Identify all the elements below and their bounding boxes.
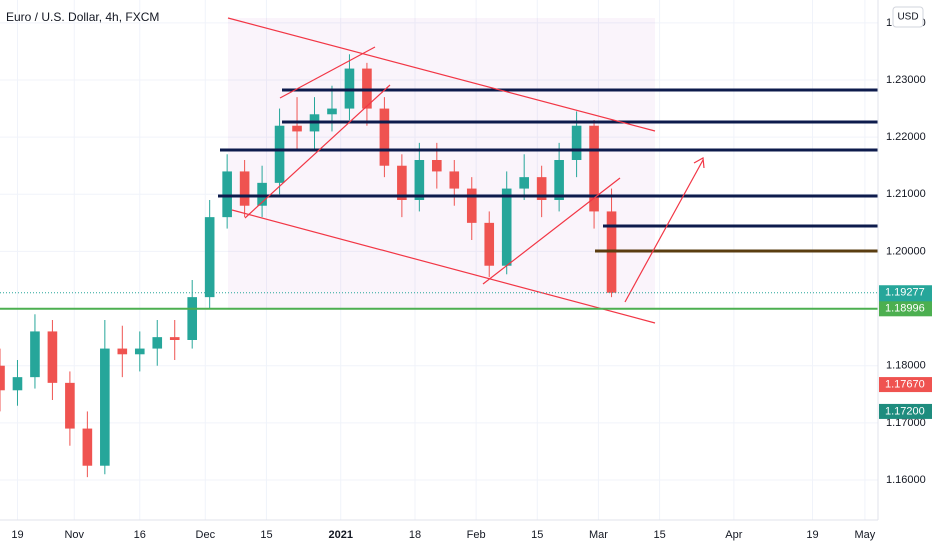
trend-line (279, 46, 376, 99)
candle-body (47, 331, 58, 383)
price-label-box (879, 301, 932, 317)
y-tick-label: 1.23000 (886, 74, 926, 86)
candle-body (484, 222, 495, 266)
candle-body (239, 171, 250, 206)
price-label: 1.19277 (885, 287, 925, 299)
x-tick-label: 15 (531, 529, 543, 541)
x-tick-label: Feb (467, 529, 486, 541)
candle-body (397, 165, 407, 200)
price-label: 1.18996 (885, 303, 925, 315)
trend-line (244, 84, 391, 219)
y-tick-label: 1.16000 (886, 474, 926, 486)
trend-line (227, 17, 656, 132)
overlay (0, 292, 878, 310)
candle-body (12, 377, 23, 391)
candle-body (274, 125, 285, 183)
candle-body (169, 337, 180, 340)
x-tick-label: 18 (409, 529, 421, 541)
candle-body (222, 171, 232, 218)
price-label: 1.17200 (885, 405, 925, 417)
x-tick-label: May (855, 529, 876, 541)
price-label-box (879, 377, 932, 393)
candle-body (466, 188, 477, 223)
candle-body (117, 348, 128, 355)
candle-body (589, 125, 599, 212)
candle-body (134, 348, 145, 355)
candle-body (30, 331, 40, 378)
x-tick-label: 15 (653, 529, 665, 541)
candle-body (501, 188, 512, 266)
x-tick-label: 19 (11, 529, 23, 541)
candle-body (449, 171, 460, 189)
x-tick-label: Apr (725, 529, 742, 541)
candle-body (82, 428, 93, 466)
candle-body (152, 337, 163, 349)
x-tick-label: 16 (134, 529, 146, 541)
chart-title: Euro / U.S. Dollar, 4h, FXCM (6, 10, 159, 24)
candle-body (519, 177, 529, 189)
candles (0, 54, 617, 478)
candle-body (379, 108, 390, 166)
grid (0, 0, 878, 520)
currency-label[interactable]: USD (897, 12, 918, 23)
candle-body (257, 182, 267, 206)
candle-body (204, 217, 215, 298)
candle-body (432, 160, 442, 172)
price-label: 1.17670 (885, 378, 925, 390)
candle-body (536, 177, 547, 200)
candle-body (414, 160, 425, 200)
trend-line (482, 177, 621, 285)
candle-body (571, 125, 582, 160)
x-tick-label: 15 (260, 529, 272, 541)
candle-body (100, 348, 110, 466)
axes: 1.160001.170001.180001.190001.200001.210… (11, 17, 932, 541)
candle-body (187, 297, 198, 340)
candle-body (0, 365, 5, 391)
drawing-lines (218, 17, 878, 324)
y-tick-label: 1.20000 (886, 245, 926, 257)
x-tick-label: Dec (196, 529, 216, 541)
currency-button[interactable] (892, 6, 924, 28)
y-tick-label: 1.18000 (886, 360, 926, 372)
y-tick-label: 1.21000 (886, 188, 926, 200)
x-tick-label: Nov (64, 529, 84, 541)
price-label-box (879, 403, 932, 419)
arrow-line (624, 159, 704, 303)
trend-line (231, 209, 656, 324)
y-tick-label: 1.17000 (886, 417, 926, 429)
x-tick-label: 2021 (328, 529, 352, 541)
candle-body (554, 160, 564, 200)
candle-body (292, 125, 302, 132)
candle-body (327, 108, 337, 115)
y-tick-label: 1.22000 (886, 131, 926, 143)
arrow-head (693, 157, 705, 169)
candle-body (65, 382, 75, 429)
x-tick-label: Mar (589, 529, 608, 541)
x-tick-label: 19 (806, 529, 818, 541)
